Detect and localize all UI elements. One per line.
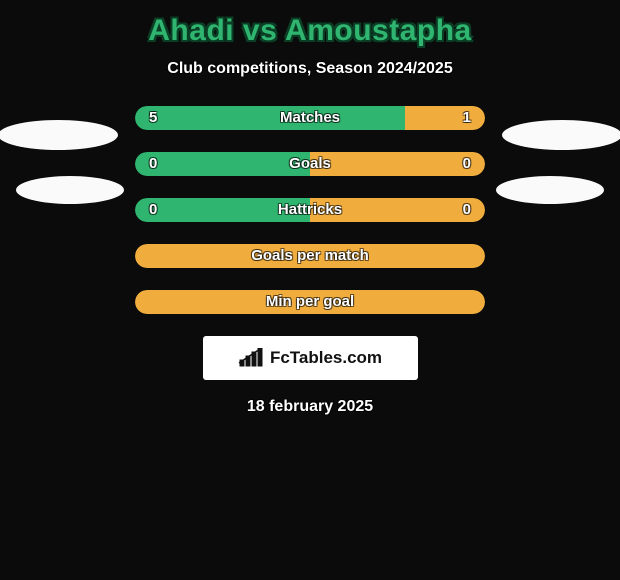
placeholder-ellipse xyxy=(0,120,118,150)
h2h-infographic: Ahadi vs Amoustapha Club competitions, S… xyxy=(0,0,620,580)
stat-row: Min per goal xyxy=(135,290,485,314)
stat-label: Hattricks xyxy=(135,198,485,222)
stat-row: 51Matches xyxy=(135,106,485,130)
placeholder-ellipse xyxy=(496,176,604,204)
page-subtitle: Club competitions, Season 2024/2025 xyxy=(0,60,620,78)
bars-icon xyxy=(238,348,264,368)
date-label: 18 february 2025 xyxy=(0,398,620,416)
stat-rows: 51Matches 00Goals 00Hattricks Goals per mat… xyxy=(135,106,485,314)
stat-label: Min per goal xyxy=(135,290,485,314)
fctables-logo: FcTables.com xyxy=(203,336,418,380)
content-area: 51Matches 00Goals 00Hattricks Goals per mat… xyxy=(0,106,620,416)
stat-label: Matches xyxy=(135,106,485,130)
placeholder-ellipse xyxy=(16,176,124,204)
stat-row: 00Hattricks xyxy=(135,198,485,222)
page-title: Ahadi vs Amoustapha xyxy=(0,0,620,48)
stat-label: Goals per match xyxy=(135,244,485,268)
placeholder-ellipse xyxy=(502,120,620,150)
stat-label: Goals xyxy=(135,152,485,176)
logo-text: FcTables.com xyxy=(270,348,382,368)
stat-row: Goals per match xyxy=(135,244,485,268)
stat-row: 00Goals xyxy=(135,152,485,176)
